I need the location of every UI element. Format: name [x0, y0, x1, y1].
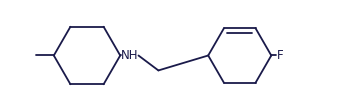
Text: F: F — [277, 49, 284, 62]
Text: NH: NH — [121, 49, 138, 62]
